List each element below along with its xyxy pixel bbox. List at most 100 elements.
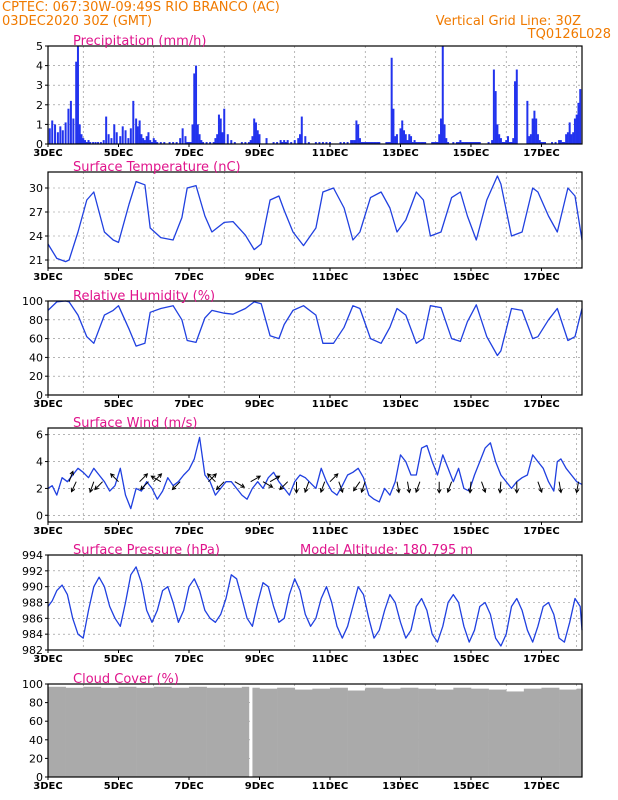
wind-arrow: [558, 481, 563, 494]
precip-bar: [193, 73, 196, 144]
y-tick-label: 4: [36, 456, 43, 469]
precip-bar: [175, 142, 178, 144]
x-tick-label: 11DEC: [312, 526, 348, 537]
precip-bar: [216, 134, 219, 144]
precip-bar: [115, 132, 118, 144]
precip-bar: [392, 108, 395, 144]
panel-title: Precipitation (mm/h): [73, 34, 206, 49]
cloud-bar: [171, 687, 190, 777]
precip-bar: [195, 65, 198, 144]
precip-bar: [499, 138, 502, 144]
wind-arrow: [574, 481, 580, 494]
x-tick-label: 5DEC: [104, 148, 133, 159]
precip-bar: [283, 140, 286, 144]
cloud-bar: [453, 687, 472, 777]
precip-bar: [357, 124, 360, 144]
wind-arrow: [436, 481, 442, 494]
precip-bar: [84, 140, 87, 144]
y-tick-label: 990: [22, 581, 43, 594]
precip-bar: [82, 138, 85, 144]
precip-bar: [181, 128, 184, 144]
x-tick-label: 11DEC: [312, 781, 348, 792]
precip-bar: [401, 120, 404, 144]
precip-bar: [163, 142, 166, 144]
x-tick-label: 9DEC: [245, 272, 274, 283]
precip-bar: [87, 140, 90, 144]
y-tick-label: 5: [36, 40, 43, 53]
precip-bar: [441, 46, 444, 144]
precip-bar: [492, 69, 495, 144]
cloud-bar: [400, 687, 419, 777]
precip-bar: [254, 122, 257, 144]
wind-arrow: [171, 481, 181, 491]
precip-bar: [113, 124, 116, 144]
precip-bar: [473, 142, 476, 144]
precip-bar: [469, 142, 472, 144]
precip-bar: [76, 46, 79, 144]
precip-bar: [80, 134, 83, 144]
y-tick-label: 6: [36, 429, 43, 442]
x-tick-label: 9DEC: [245, 148, 274, 159]
cloud-bar: [153, 686, 172, 777]
precip-bar: [253, 118, 256, 144]
precip-bar: [136, 126, 139, 144]
cloud-bar: [347, 690, 366, 777]
precip-bar: [487, 142, 490, 144]
x-tick-label: 9DEC: [245, 526, 274, 537]
precip-bar: [132, 100, 135, 144]
cloud-bar: [294, 689, 313, 777]
precip-bar: [121, 126, 124, 144]
cloud-bar: [277, 687, 296, 777]
x-tick-label: 7DEC: [174, 526, 203, 537]
precip-bar: [223, 108, 226, 144]
x-tick-label: 13DEC: [382, 148, 418, 159]
x-tick-label: 3DEC: [33, 781, 62, 792]
precip-bar: [468, 142, 471, 144]
precip-bar: [570, 134, 573, 144]
x-tick-label: 17DEC: [523, 781, 559, 792]
precip-bar: [464, 142, 467, 144]
precip-bar: [105, 116, 108, 144]
precip-bar: [395, 134, 398, 144]
wind-arrow: [304, 481, 310, 494]
precip-bar: [184, 136, 187, 144]
precip-bar: [69, 100, 72, 144]
wind-arrow: [415, 481, 421, 494]
precip-bar: [577, 102, 580, 144]
precip-bar: [346, 142, 349, 144]
precip-bar: [124, 130, 127, 144]
precip-bar: [138, 120, 141, 144]
panel-title: Surface Wind (m/s): [73, 416, 197, 431]
cloud-bar: [506, 691, 525, 777]
precip-bar: [186, 142, 189, 144]
precip-bar: [579, 89, 582, 144]
precip-bar: [202, 142, 205, 144]
x-tick-label: 15DEC: [453, 526, 489, 537]
precip-bar: [505, 140, 508, 144]
wind-arrow: [537, 481, 543, 494]
precip-bar: [378, 142, 381, 144]
x-tick-label: 17DEC: [523, 654, 559, 665]
precip-bar: [293, 140, 296, 144]
x-tick-label: 5DEC: [104, 272, 133, 283]
x-tick-label: 11DEC: [312, 654, 348, 665]
wind-arrow: [208, 473, 217, 483]
precip-bar: [388, 142, 391, 144]
precip-bar: [403, 130, 405, 144]
precip-bar: [540, 142, 543, 144]
wind-arrow: [94, 481, 103, 491]
x-tick-label: 5DEC: [104, 781, 133, 792]
panel-title: Relative Humidity (%): [73, 289, 215, 304]
wind-arrow: [446, 481, 453, 494]
precip-bar: [364, 142, 367, 144]
precip-bar: [434, 142, 437, 144]
x-tick-label: 9DEC: [245, 654, 274, 665]
y-tick-label: 994: [22, 549, 43, 562]
precip-bar: [214, 138, 217, 144]
wind-arrow: [153, 473, 163, 483]
wind-arrow: [139, 473, 149, 483]
y-tick-label: 0: [36, 138, 43, 151]
precip-bar: [528, 136, 531, 144]
precip-bar: [286, 140, 289, 144]
precip-bar: [51, 120, 54, 144]
